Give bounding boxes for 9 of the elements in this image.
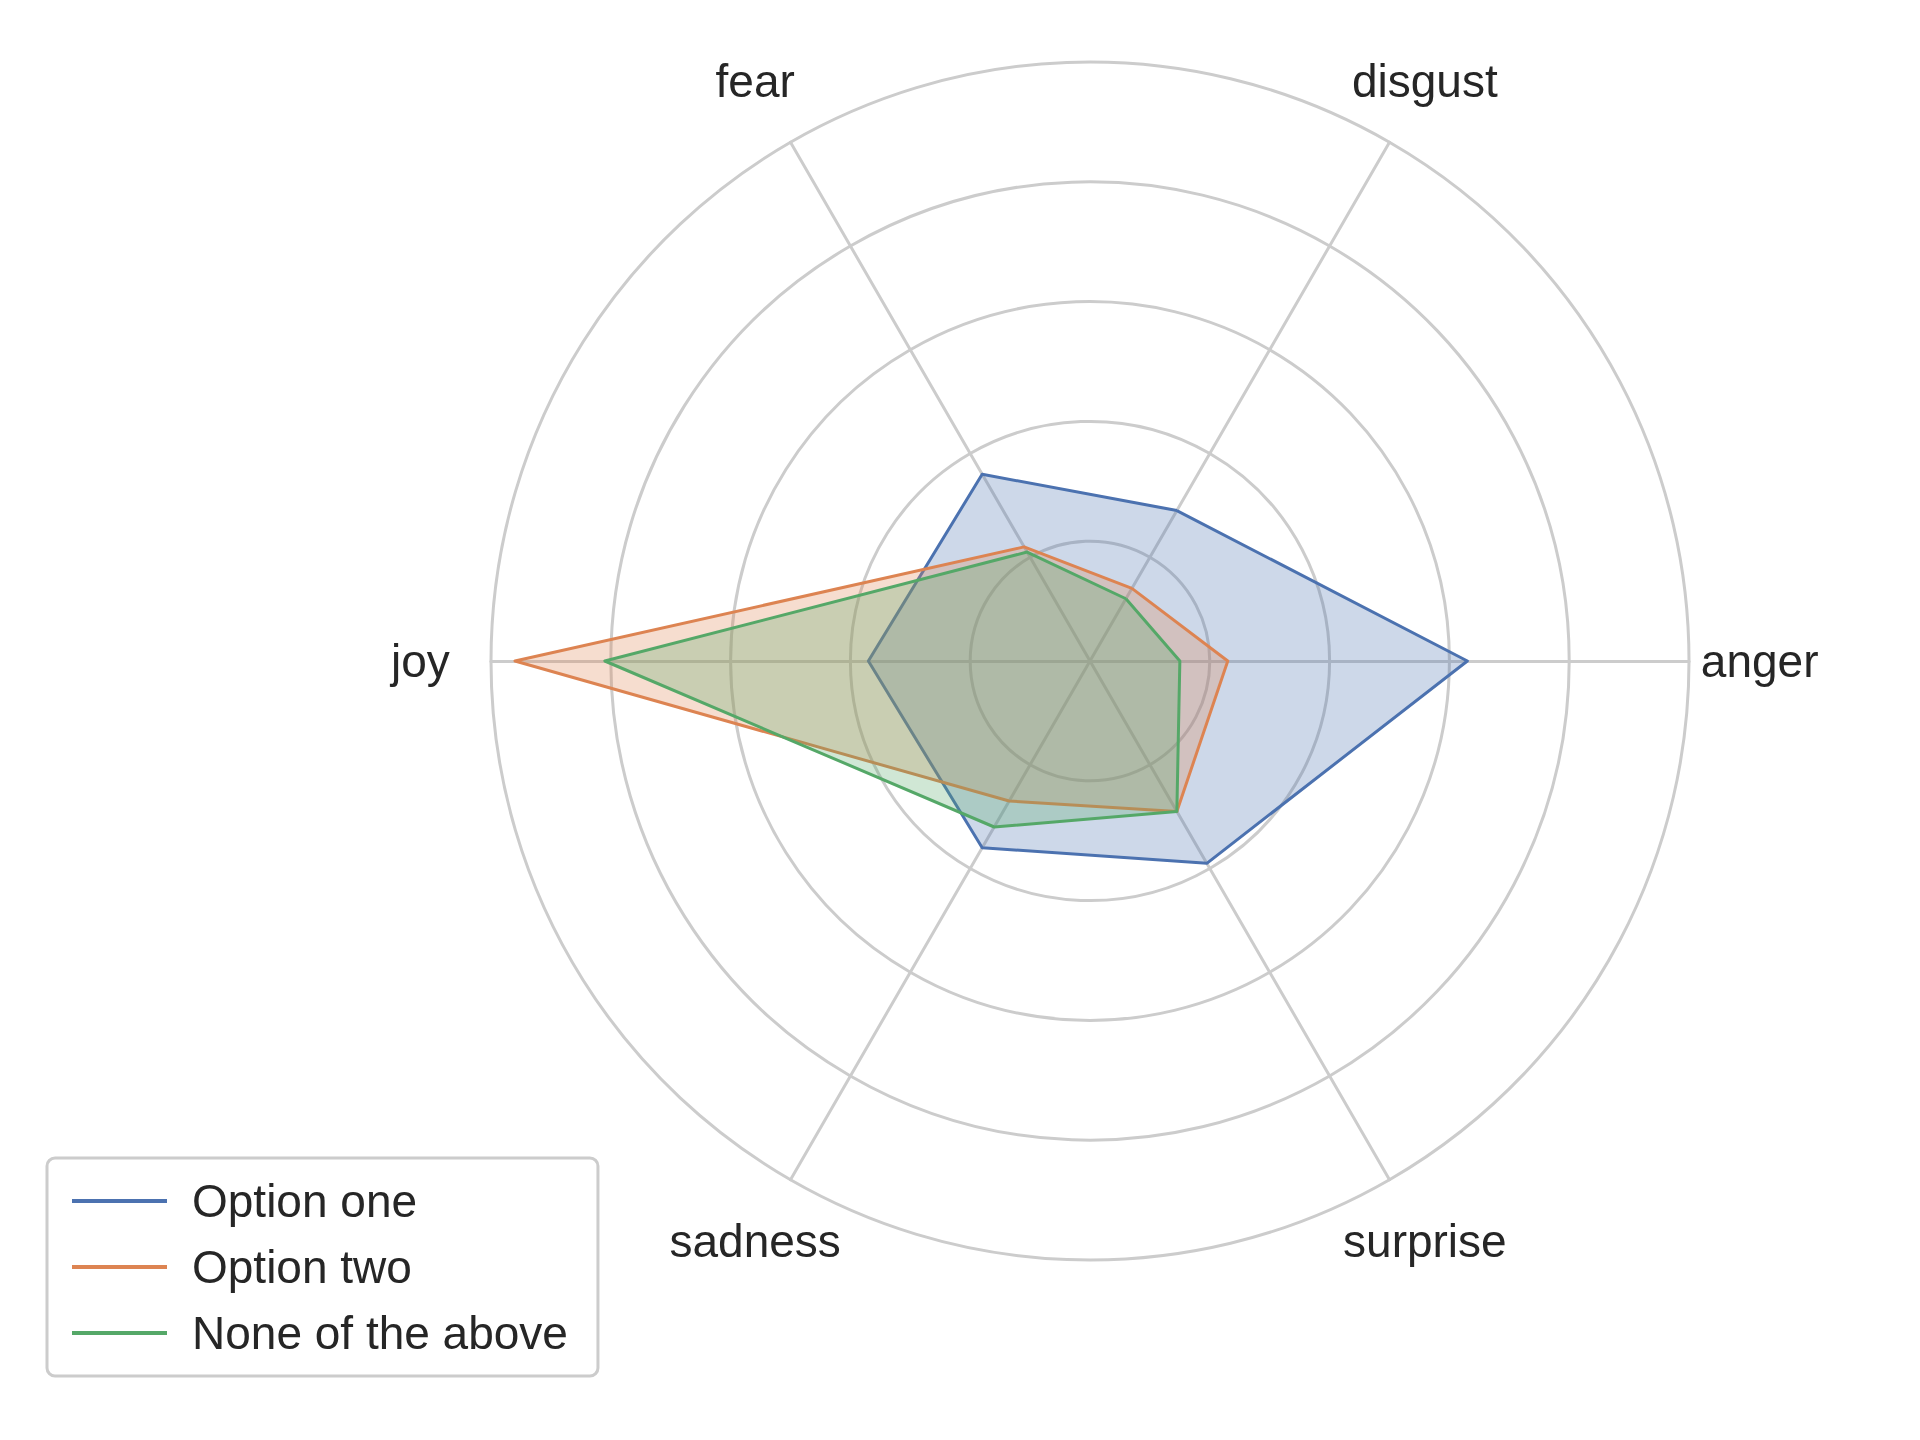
spoke-label: joy	[388, 635, 450, 687]
legend-label: None of the above	[192, 1307, 568, 1359]
spoke-label: disgust	[1351, 55, 1498, 108]
legend-label: Option two	[192, 1241, 412, 1293]
spoke-label: fear	[715, 55, 795, 108]
legend-label: Option one	[192, 1175, 418, 1227]
spoke-label: sadness	[669, 1214, 841, 1267]
spoke-label: surprise	[1343, 1214, 1507, 1267]
spoke-label: anger	[1700, 635, 1819, 687]
